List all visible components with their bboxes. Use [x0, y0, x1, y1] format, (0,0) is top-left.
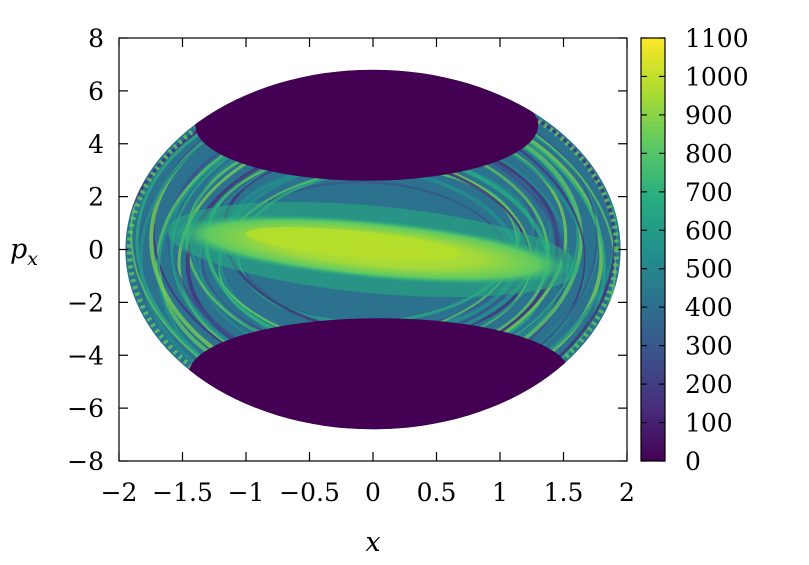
colorbar-tick-label: 200 — [685, 370, 733, 399]
y-axis-label: px — [10, 234, 38, 270]
x-tick-label: 1 — [492, 478, 508, 507]
y-tick-label: 6 — [88, 77, 104, 106]
colorbar-tick-label: 300 — [685, 332, 733, 361]
upper-island — [195, 69, 539, 181]
colorbar-tick-label: 600 — [685, 216, 733, 245]
colorbar-tick-label: 700 — [685, 178, 733, 207]
y-tick-label: 4 — [88, 130, 104, 159]
x-tick-label: −1 — [228, 478, 265, 507]
plot-area — [125, 69, 621, 430]
x-tick-label: −2 — [101, 478, 138, 507]
y-tick-label: −2 — [67, 288, 104, 317]
colorbar — [640, 37, 666, 462]
y-tick-label: 0 — [88, 236, 104, 265]
y-tick-label: −4 — [67, 341, 104, 370]
colorbar-tick-label: 1100 — [685, 24, 749, 53]
lower-island — [188, 318, 570, 430]
x-tick-label: 1.5 — [544, 478, 584, 507]
colorbar-tick-label: 900 — [685, 101, 733, 130]
y-tick-label: 2 — [88, 183, 104, 212]
x-axis: −2 −1.5 −1 −0.5 0 0.5 1 1.5 2 — [101, 38, 635, 507]
colorbar-tick-label: 500 — [685, 255, 733, 284]
band-core — [245, 227, 462, 261]
heatmap-texture — [125, 69, 620, 430]
colorbar-axis: 0 100 200 300 400 500 600 700 800 900 1000 1100 — [641, 24, 749, 476]
colorbar-tick-label: 800 — [685, 139, 733, 168]
y-axis-label-sub: x — [27, 248, 38, 270]
y-axis-label-main: p — [10, 234, 27, 265]
colorbar-tick-label: 100 — [685, 409, 733, 438]
y-tick-label: 8 — [88, 24, 104, 53]
colorbar-tick-label: 400 — [685, 293, 733, 322]
colorbar-tick-label: 0 — [685, 447, 701, 476]
x-tick-label: 2 — [619, 478, 635, 507]
y-tick-label: −8 — [67, 447, 104, 476]
x-tick-label: −0.5 — [279, 478, 340, 507]
y-axis: −8 −6 −4 −2 0 2 4 6 8 — [67, 24, 627, 476]
x-axis-label: x — [365, 527, 380, 558]
y-tick-label: −6 — [67, 394, 104, 423]
x-tick-label: 0 — [365, 478, 381, 507]
x-tick-label: −1.5 — [152, 478, 213, 507]
colorbar-tick-label: 1000 — [685, 62, 749, 91]
x-tick-label: 0.5 — [417, 478, 457, 507]
